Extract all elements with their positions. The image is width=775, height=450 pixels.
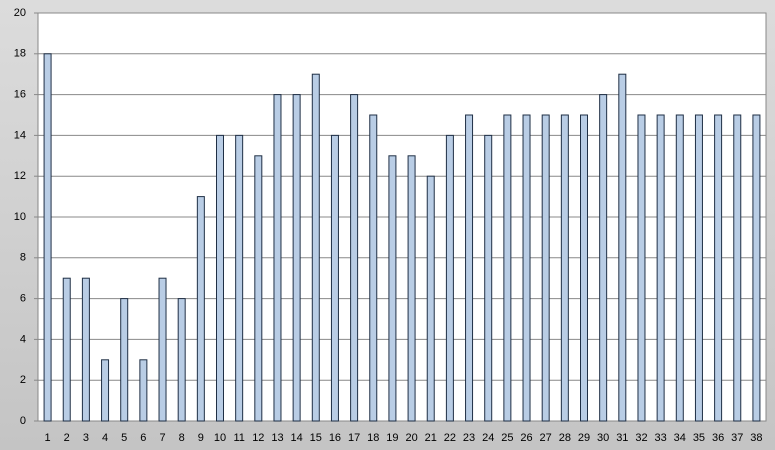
x-tick-label: 25	[501, 432, 513, 444]
x-tick-label: 31	[616, 432, 628, 444]
bar	[292, 94, 301, 422]
bar	[694, 114, 703, 422]
y-tick-label: 2	[20, 374, 26, 386]
bar	[580, 114, 588, 422]
x-tick-label: 38	[750, 432, 762, 444]
bar	[158, 277, 167, 422]
bar	[120, 298, 129, 422]
bar	[522, 114, 531, 422]
x-tick-label: 30	[597, 432, 609, 444]
bar	[330, 134, 339, 422]
y-tick-label: 20	[14, 7, 26, 19]
bar	[465, 114, 474, 422]
bar	[216, 134, 224, 422]
y-tick-label: 14	[14, 129, 26, 141]
bar	[503, 114, 512, 422]
y-tick-label: 4	[20, 333, 26, 345]
x-tick-label: 10	[214, 432, 226, 444]
bar	[560, 114, 569, 422]
bar	[177, 298, 186, 422]
x-tick-label: 12	[252, 432, 264, 444]
x-tick-label: 13	[271, 432, 283, 444]
y-tick-label: 18	[14, 48, 26, 60]
x-tick-label: 22	[444, 432, 456, 444]
bar	[311, 73, 320, 422]
x-tick-label: 3	[83, 432, 89, 444]
y-tick-label: 8	[20, 252, 26, 264]
x-tick-label: 24	[482, 432, 494, 444]
bar	[235, 134, 244, 422]
bar	[350, 94, 359, 422]
x-tick-label: 14	[291, 432, 303, 444]
bar	[656, 114, 665, 422]
bar	[733, 114, 742, 422]
bar	[618, 73, 627, 422]
y-tick-label: 10	[14, 211, 26, 223]
x-tick-label: 8	[179, 432, 185, 444]
bar	[62, 277, 71, 422]
x-tick-label: 29	[578, 432, 590, 444]
y-tick-label: 16	[14, 89, 26, 101]
bar	[541, 114, 550, 422]
bar	[714, 114, 723, 422]
x-tick-label: 36	[712, 432, 724, 444]
y-tick-label: 0	[20, 415, 26, 427]
y-tick-label: 6	[20, 293, 26, 305]
x-tick-label: 19	[386, 432, 398, 444]
x-tick-label: 7	[159, 432, 165, 444]
x-tick-label: 21	[425, 432, 437, 444]
x-tick-label: 15	[310, 432, 322, 444]
y-tick-label: 12	[14, 170, 26, 182]
x-tick-label: 18	[367, 432, 379, 444]
bar	[637, 114, 646, 422]
x-tick-label: 11	[233, 432, 244, 444]
x-tick-label: 16	[329, 432, 341, 444]
x-tick-label: 33	[655, 432, 667, 444]
x-tick-label: 1	[45, 432, 51, 444]
x-tick-label: 2	[64, 432, 70, 444]
bar	[388, 155, 397, 422]
x-tick-label: 27	[540, 432, 552, 444]
x-tick-label: 20	[405, 432, 417, 444]
bar	[196, 196, 205, 422]
bar	[445, 134, 454, 422]
x-tick-label: 5	[121, 432, 127, 444]
bar	[407, 155, 416, 422]
x-tick-label: 26	[520, 432, 532, 444]
bar	[752, 114, 761, 422]
bar	[369, 114, 378, 422]
x-tick-label: 35	[693, 432, 705, 444]
bar	[426, 175, 435, 422]
bar	[273, 94, 282, 422]
x-tick-label: 37	[731, 432, 743, 444]
x-tick-label: 34	[674, 432, 686, 444]
bar	[43, 53, 52, 422]
x-tick-label: 17	[348, 432, 360, 444]
x-tick-label: 23	[463, 432, 475, 444]
bar	[81, 277, 90, 422]
bar	[101, 359, 110, 422]
x-tick-label: 4	[102, 432, 108, 444]
x-tick-label: 9	[198, 432, 204, 444]
x-tick-label: 32	[635, 432, 647, 444]
x-tick-label: 28	[559, 432, 571, 444]
bar	[254, 155, 263, 422]
bar	[675, 114, 684, 422]
bar	[599, 94, 608, 422]
bar	[484, 134, 493, 422]
x-tick-label: 6	[140, 432, 146, 444]
bar	[139, 359, 148, 422]
